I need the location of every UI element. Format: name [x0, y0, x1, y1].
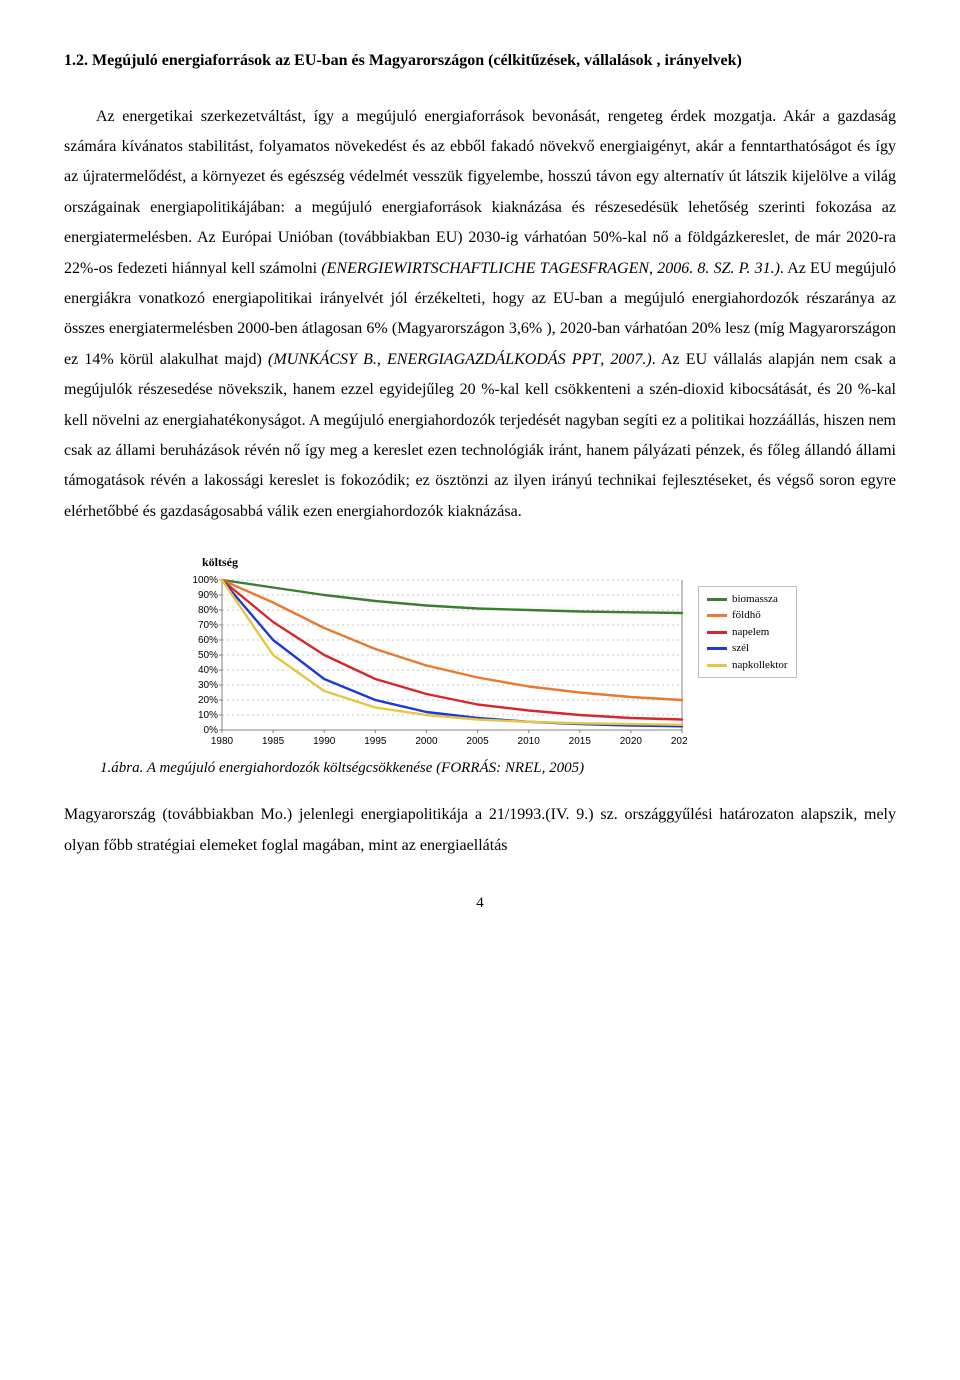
svg-text:60%: 60%	[198, 635, 218, 646]
svg-text:0%: 0%	[204, 725, 219, 736]
caption-suffix: : NREL, 2005)	[496, 760, 584, 776]
legend-item: napelem	[707, 624, 788, 641]
svg-text:1990: 1990	[313, 736, 336, 747]
page-number: 4	[64, 889, 896, 918]
section-heading: 1.2. Megújuló energiaforrások az EU-ban …	[64, 48, 896, 74]
svg-text:1985: 1985	[262, 736, 285, 747]
svg-text:2010: 2010	[518, 736, 541, 747]
svg-text:2000: 2000	[415, 736, 438, 747]
legend-item: szél	[707, 640, 788, 657]
svg-text:1980: 1980	[211, 736, 234, 747]
legend-swatch	[707, 647, 727, 650]
svg-text:80%: 80%	[198, 605, 218, 616]
chart-legend: biomasszaföldhőnapelemszélnapkollektor	[698, 586, 797, 679]
svg-text:2015: 2015	[569, 736, 592, 747]
svg-text:20%: 20%	[198, 695, 218, 706]
legend-label: napelem	[732, 624, 769, 641]
svg-text:2020: 2020	[620, 736, 643, 747]
chart-title: költség	[202, 551, 824, 574]
svg-text:2025: 2025	[671, 736, 688, 747]
figure-caption: 1.ábra. A megújuló energiahordozók költs…	[100, 754, 896, 783]
legend-swatch	[707, 614, 727, 617]
legend-swatch	[707, 598, 727, 601]
svg-text:30%: 30%	[198, 680, 218, 691]
legend-item: biomassza	[707, 591, 788, 608]
svg-text:40%: 40%	[198, 665, 218, 676]
svg-text:70%: 70%	[198, 620, 218, 631]
legend-label: földhő	[732, 607, 761, 624]
svg-text:10%: 10%	[198, 710, 218, 721]
svg-text:100%: 100%	[192, 576, 218, 586]
legend-label: szél	[732, 640, 749, 657]
caption-source: ORRÁS	[450, 760, 496, 776]
legend-label: napkollektor	[732, 657, 788, 674]
after-paragraph: Magyarország (továbbiakban Mo.) jelenleg…	[64, 800, 896, 861]
legend-swatch	[707, 631, 727, 634]
svg-text:1995: 1995	[364, 736, 387, 747]
cost-chart: költség 0% 10% 20% 30% 40% 50% 60% 70% 80% 90% 100…	[184, 551, 824, 748]
body-paragraph: Az energetikai szerkezetváltást, így a m…	[64, 102, 896, 527]
line-chart-svg: 0% 10% 20% 30% 40% 50% 60% 70% 80% 90% 100% 1980 198…	[184, 576, 688, 748]
legend-label: biomassza	[732, 591, 778, 608]
svg-text:90%: 90%	[198, 590, 218, 601]
legend-item: napkollektor	[707, 657, 788, 674]
legend-item: földhő	[707, 607, 788, 624]
svg-text:2005: 2005	[466, 736, 489, 747]
caption-prefix: 1.ábra. A megújuló energiahordozók költs…	[100, 760, 450, 776]
svg-text:50%: 50%	[198, 650, 218, 661]
legend-swatch	[707, 664, 727, 667]
